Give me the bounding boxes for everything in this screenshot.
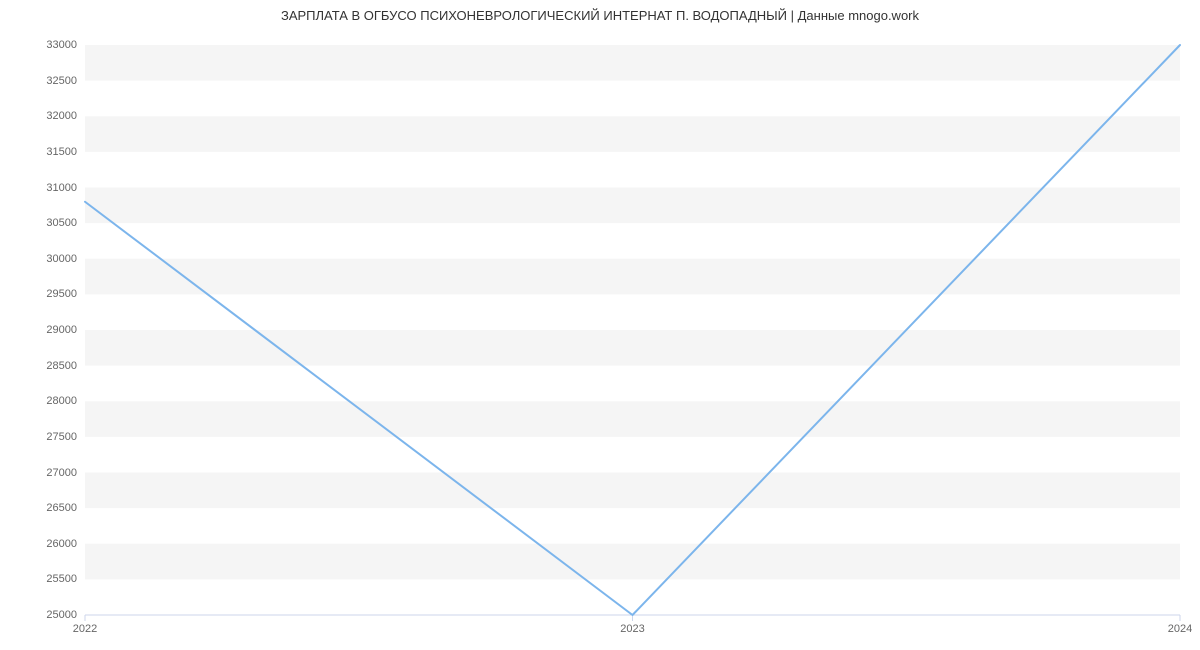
y-axis-tick-label: 27500 bbox=[46, 431, 85, 443]
x-axis-tick-label: 2024 bbox=[1168, 615, 1192, 635]
salary-line-chart: ЗАРПЛАТА В ОГБУСО ПСИХОНЕВРОЛОГИЧЕСКИЙ И… bbox=[0, 0, 1200, 650]
y-axis-tick-label: 33000 bbox=[46, 39, 85, 51]
x-axis-tick-label: 2022 bbox=[73, 615, 97, 635]
x-axis-tick-label: 2023 bbox=[620, 615, 644, 635]
chart-svg bbox=[85, 45, 1180, 615]
y-axis-tick-label: 31000 bbox=[46, 182, 85, 194]
y-axis-tick-label: 28500 bbox=[46, 360, 85, 372]
y-axis-tick-label: 32500 bbox=[46, 75, 85, 87]
y-axis-tick-label: 30000 bbox=[46, 253, 85, 265]
y-axis-tick-label: 32000 bbox=[46, 110, 85, 122]
y-axis-tick-label: 25500 bbox=[46, 573, 85, 585]
y-axis-tick-label: 31500 bbox=[46, 146, 85, 158]
y-axis-tick-label: 29500 bbox=[46, 288, 85, 300]
y-axis-tick-label: 28000 bbox=[46, 395, 85, 407]
chart-title: ЗАРПЛАТА В ОГБУСО ПСИХОНЕВРОЛОГИЧЕСКИЙ И… bbox=[0, 8, 1200, 23]
y-axis-tick-label: 26000 bbox=[46, 538, 85, 550]
y-axis-tick-label: 26500 bbox=[46, 502, 85, 514]
plot-area: 2500025500260002650027000275002800028500… bbox=[85, 45, 1180, 615]
y-axis-tick-label: 30500 bbox=[46, 217, 85, 229]
y-axis-tick-label: 29000 bbox=[46, 324, 85, 336]
y-axis-tick-label: 27000 bbox=[46, 467, 85, 479]
